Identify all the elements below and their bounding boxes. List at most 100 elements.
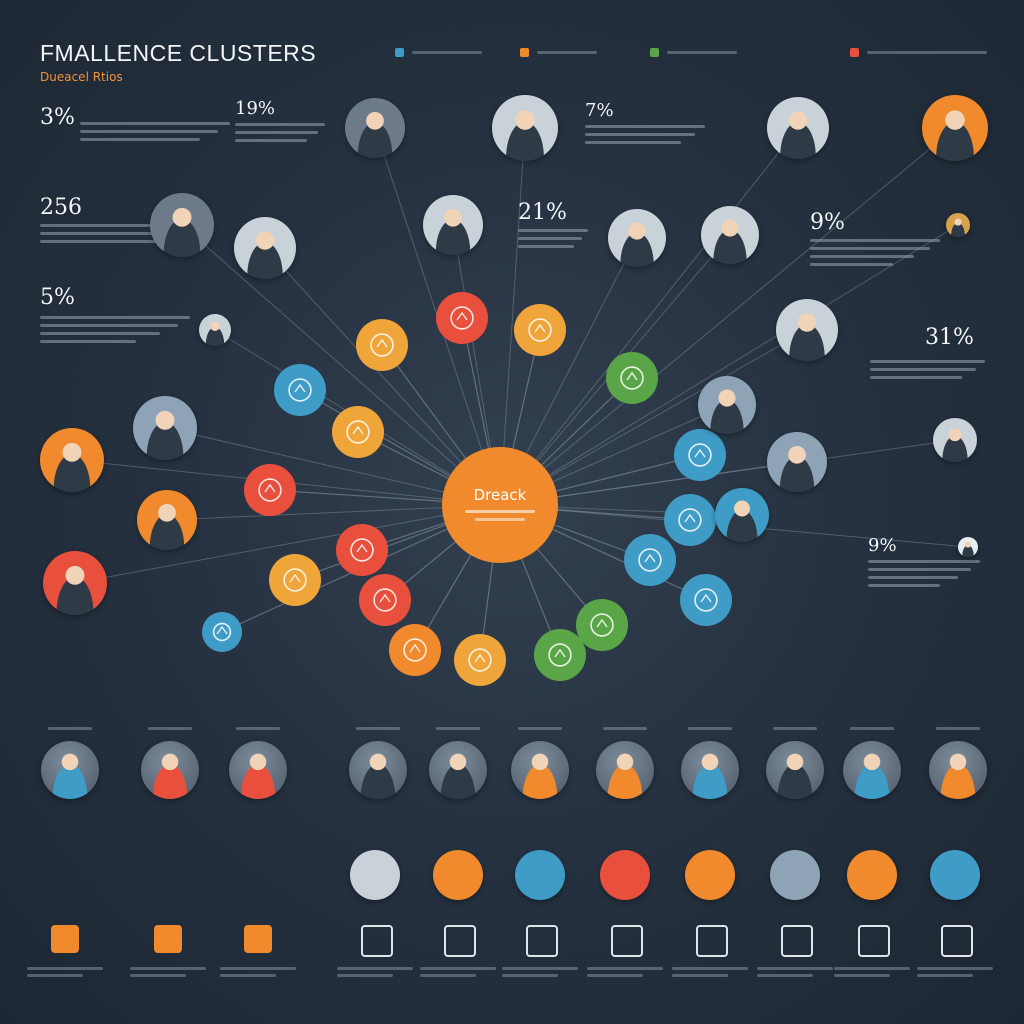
people-row-text xyxy=(518,727,562,730)
bottom-row-text xyxy=(420,974,476,977)
user-icon xyxy=(288,378,312,402)
bottom-row-text xyxy=(587,974,643,977)
person-avatar-icon xyxy=(150,193,214,257)
people-icon xyxy=(678,508,702,532)
person-avatar-icon xyxy=(234,217,296,279)
legend-item-orange xyxy=(520,48,597,57)
person-avatar-icon xyxy=(767,432,827,492)
stat-text xyxy=(235,123,325,142)
stat-text xyxy=(40,316,190,343)
flag-icon-glyph xyxy=(356,543,368,553)
cluster-node[interactable] xyxy=(336,524,388,576)
stat-block: 5% xyxy=(40,285,190,348)
tool-icon xyxy=(858,925,890,957)
chart-icon xyxy=(528,318,552,342)
legend-item-green xyxy=(650,48,737,57)
category-icon xyxy=(433,850,483,900)
person-avatar-icon xyxy=(922,95,988,161)
link-line xyxy=(499,329,808,506)
person-avatar-icon xyxy=(929,741,987,799)
cluster-node[interactable] xyxy=(244,464,296,516)
chart-icon-glyph xyxy=(534,323,546,333)
cluster-node[interactable] xyxy=(680,574,732,626)
person-avatar-icon xyxy=(843,741,901,799)
cluster-node[interactable] xyxy=(356,319,408,371)
cluster-node[interactable] xyxy=(534,629,586,681)
pen-icon xyxy=(373,588,397,612)
category-icon xyxy=(847,850,897,900)
chat-icon-glyph xyxy=(352,425,364,435)
pen-icon-glyph xyxy=(409,643,421,653)
tool-icon xyxy=(611,925,643,957)
cluster-node-bubble xyxy=(389,624,441,676)
cluster-node[interactable] xyxy=(269,554,321,606)
stat-value: 3% xyxy=(40,105,75,130)
bottom-row-text xyxy=(220,974,276,977)
cluster-node[interactable] xyxy=(332,406,384,458)
cluster-node[interactable] xyxy=(514,304,566,356)
cluster-node-bubble xyxy=(514,304,566,356)
document-icon-glyph xyxy=(694,448,706,458)
cluster-node[interactable] xyxy=(454,634,506,686)
cluster-node[interactable] xyxy=(436,292,488,344)
cluster-node-bubble xyxy=(664,494,716,546)
box-icon-glyph xyxy=(474,653,486,663)
tool-icon xyxy=(361,925,393,957)
people-row-text xyxy=(688,727,732,730)
center-hub[interactable] xyxy=(442,447,558,563)
stat-text-block xyxy=(870,360,985,384)
gear-icon-glyph xyxy=(289,573,301,583)
cluster-node[interactable] xyxy=(359,574,411,626)
person-avatar-icon xyxy=(43,551,107,615)
person-avatar-icon xyxy=(681,741,739,799)
cluster-node[interactable] xyxy=(664,494,716,546)
user-icon-glyph xyxy=(294,383,306,393)
stat-block: 256 xyxy=(40,195,190,248)
people-row-text xyxy=(603,727,647,730)
bottom-row-text xyxy=(420,967,496,970)
bottom-row-text xyxy=(337,967,413,970)
person-avatar-icon xyxy=(133,396,197,460)
link-line xyxy=(264,247,501,506)
people-icon-glyph xyxy=(684,513,696,523)
category-icon xyxy=(930,850,980,900)
tool-icon xyxy=(696,925,728,957)
cluster-node-bubble xyxy=(454,634,506,686)
stat-text xyxy=(810,239,940,266)
cluster-node[interactable] xyxy=(274,364,326,416)
person-avatar-icon xyxy=(137,490,197,550)
cluster-node[interactable] xyxy=(389,624,441,676)
link-line xyxy=(499,127,956,506)
person-avatar-icon xyxy=(429,741,487,799)
category-icon xyxy=(770,850,820,900)
cluster-node-bubble xyxy=(534,629,586,681)
person-avatar-icon xyxy=(345,98,405,158)
bottom-row-text xyxy=(220,967,296,970)
cluster-node[interactable] xyxy=(576,599,628,651)
stat-block: 7% xyxy=(585,100,705,149)
cluster-node[interactable] xyxy=(674,429,726,481)
link-line xyxy=(181,224,501,506)
bottom-row-text xyxy=(757,967,833,970)
person-avatar-icon xyxy=(141,741,199,799)
cluster-node-bubble xyxy=(356,319,408,371)
cluster-node[interactable] xyxy=(606,352,658,404)
lightbulb-icon-glyph xyxy=(456,311,468,321)
legend-item-red xyxy=(850,48,987,57)
person-avatar-icon xyxy=(492,95,558,161)
cart-icon xyxy=(548,643,572,667)
bottom-row-text xyxy=(917,967,993,970)
bottom-row-text xyxy=(834,974,890,977)
chart-icon xyxy=(620,366,644,390)
person-avatar-icon xyxy=(40,428,104,492)
person-avatar-icon xyxy=(199,314,231,346)
stat-value: 9% xyxy=(810,210,845,235)
person-avatar-icon xyxy=(776,299,838,361)
person-avatar-icon xyxy=(933,418,977,462)
category-icon xyxy=(143,850,193,900)
bottom-row-text xyxy=(502,967,578,970)
cluster-node[interactable] xyxy=(202,612,242,652)
cluster-node[interactable] xyxy=(624,534,676,586)
cluster-node-bubble xyxy=(269,554,321,606)
